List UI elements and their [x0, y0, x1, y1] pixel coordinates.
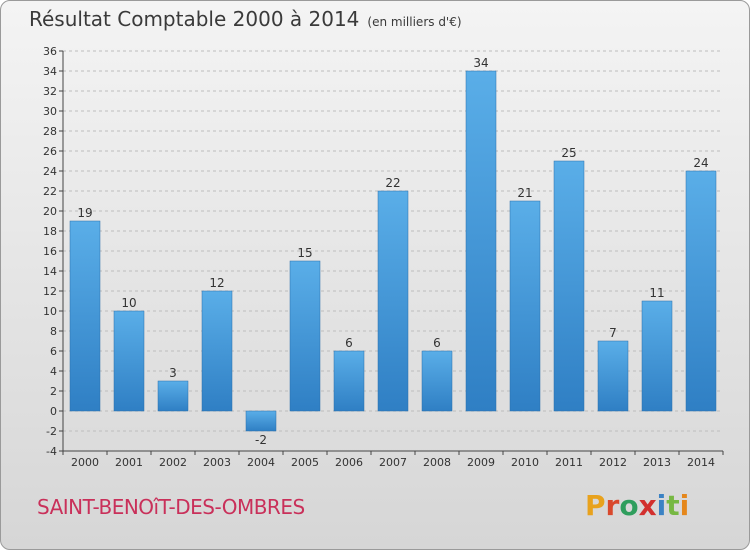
y-tick-label: 2 [50, 385, 57, 398]
data-label: 10 [121, 296, 136, 310]
y-tick-label: 28 [43, 125, 57, 138]
data-label: 24 [693, 156, 708, 170]
bar [509, 200, 541, 412]
y-tick-label: 0 [50, 405, 57, 418]
x-tick-label: 2001 [115, 456, 143, 469]
x-tick-label: 2008 [423, 456, 451, 469]
bar [333, 350, 365, 412]
x-tick-label: 2004 [247, 456, 275, 469]
x-tick-label: 2006 [335, 456, 363, 469]
bar [465, 70, 497, 412]
x-tick-label: 2012 [599, 456, 627, 469]
logo-letter: o [619, 489, 639, 522]
bar [377, 190, 409, 412]
data-label: 25 [561, 146, 576, 160]
data-label: 3 [169, 366, 177, 380]
bar [69, 220, 101, 412]
bar [685, 170, 717, 412]
x-tick-label: 2000 [71, 456, 99, 469]
commune-name: SAINT-BENOîT-DES-OMBRES [37, 495, 305, 519]
x-tick-label: 2003 [203, 456, 231, 469]
data-label: 12 [209, 276, 224, 290]
y-tick-label: 26 [43, 145, 57, 158]
data-label: 11 [649, 286, 664, 300]
y-tick-label: 12 [43, 285, 57, 298]
y-tick-label: 24 [43, 165, 57, 178]
logo-letter: x [638, 489, 657, 522]
y-tick-label: 4 [50, 365, 57, 378]
y-tick-label: -4 [46, 445, 57, 458]
bars [69, 70, 717, 432]
data-label: 7 [609, 326, 617, 340]
y-tick-label: 22 [43, 185, 57, 198]
x-tick-label: 2014 [687, 456, 715, 469]
y-tick-label: 30 [43, 105, 57, 118]
y-tick-label: 34 [43, 65, 57, 78]
y-tick-label: 20 [43, 205, 57, 218]
data-label: 34 [473, 56, 488, 70]
x-tick-label: 2009 [467, 456, 495, 469]
x-tick-label: 2007 [379, 456, 407, 469]
proxiti-logo: Proxiti [585, 489, 689, 522]
bar [289, 260, 321, 412]
chart-title: Résultat Comptable 2000 à 2014 (en millie… [29, 7, 462, 31]
data-label: 6 [345, 336, 353, 350]
logo-letter: i [656, 489, 667, 522]
axes: -4-2024681012141618202224262830323436200… [43, 45, 724, 469]
data-labels: 19 10 3 12 -2 15 6 22 6 34 21 25 7 11 24 [77, 56, 708, 447]
bar [553, 160, 585, 412]
data-label: 15 [297, 246, 312, 260]
bar [201, 290, 233, 412]
y-tick-label: 32 [43, 85, 57, 98]
y-tick-label: 10 [43, 305, 57, 318]
bar [245, 410, 277, 432]
y-tick-label: 8 [50, 325, 57, 338]
x-tick-label: 2005 [291, 456, 319, 469]
x-tick-label: 2011 [555, 456, 583, 469]
data-label: 22 [385, 176, 400, 190]
data-label: -2 [255, 433, 267, 447]
chart-title-text: Résultat Comptable 2000 à 2014 [29, 7, 360, 31]
data-label: 19 [77, 206, 92, 220]
logo-letter: i [679, 489, 690, 522]
bar [641, 300, 673, 412]
bar [597, 340, 629, 412]
bar [421, 350, 453, 412]
y-tick-label: 16 [43, 245, 57, 258]
x-tick-label: 2013 [643, 456, 671, 469]
y-tick-label: 36 [43, 45, 57, 58]
logo-letter: r [605, 489, 620, 522]
bar [157, 380, 189, 412]
chart-unit: (en milliers d'€) [367, 15, 462, 29]
x-tick-label: 2010 [511, 456, 539, 469]
data-label: 21 [517, 186, 532, 200]
logo-letter: P [585, 489, 606, 522]
bar [113, 310, 145, 412]
y-tick-label: 14 [43, 265, 57, 278]
x-tick-label: 2002 [159, 456, 187, 469]
y-tick-label: 18 [43, 225, 57, 238]
data-label: 6 [433, 336, 441, 350]
y-tick-label: -2 [46, 425, 57, 438]
logo-letter: t [666, 489, 680, 522]
y-tick-label: 6 [50, 345, 57, 358]
